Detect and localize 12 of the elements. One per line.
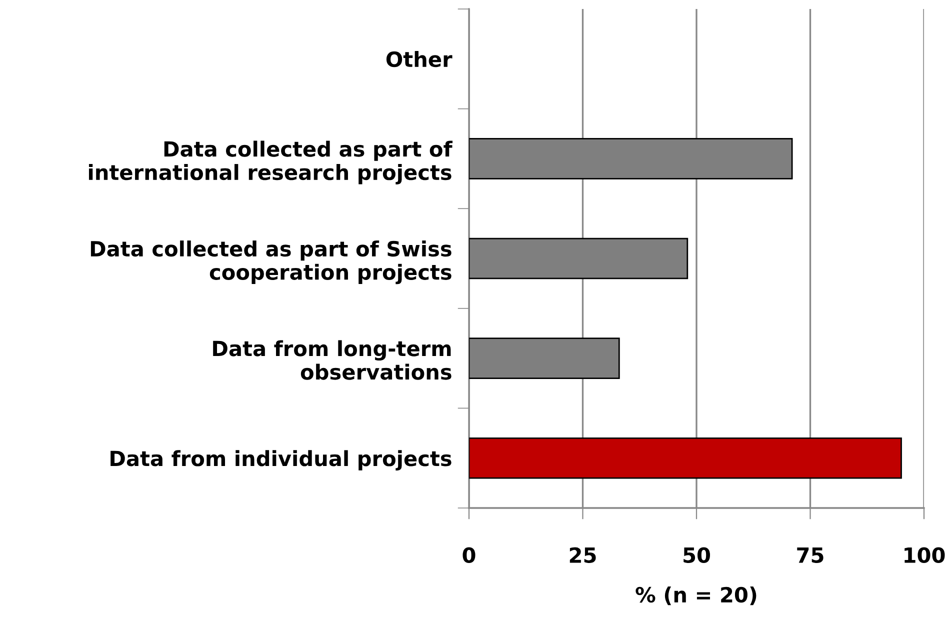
x-axis-title: % (n = 20) <box>636 586 756 606</box>
x-tick-label: 50 <box>684 547 710 564</box>
y-tick-label: Data collected as part of international research projects <box>88 140 453 184</box>
bar <box>469 437 902 479</box>
y-tick-label: Data from long-term observations <box>213 340 452 380</box>
y-tick-label: Other <box>386 50 452 68</box>
x-tick-label: 0 <box>462 547 476 564</box>
x-tick-label: 25 <box>570 547 596 564</box>
x-tick-label: 75 <box>797 548 824 564</box>
y-tick-label: Data collected as part of Swiss cooperation projects <box>90 240 452 284</box>
y-tick-label: Data from individual projects <box>110 450 452 471</box>
x-tick-label: 100 <box>904 547 945 564</box>
